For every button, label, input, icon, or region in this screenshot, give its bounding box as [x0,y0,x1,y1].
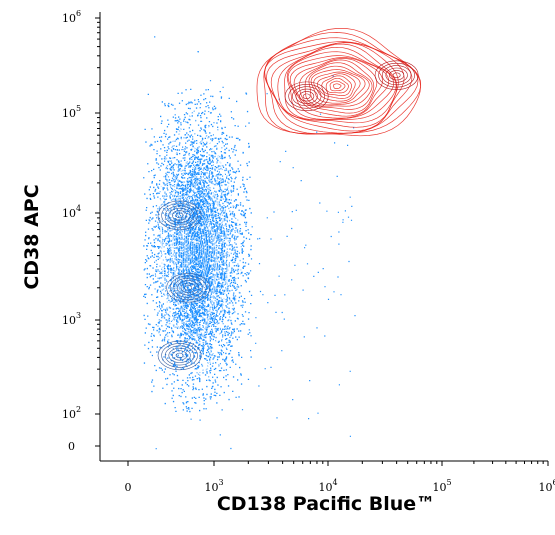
contour-line [256,28,421,137]
mode-contour [381,65,412,86]
mode-contour [177,280,200,296]
mode-contour [168,347,191,363]
y-ticks: 0 102 103 104 105 106 [62,9,100,453]
contour-line [310,69,366,104]
contour-line [186,218,207,282]
contour-line [154,108,242,378]
contour-line [165,146,229,344]
population-dots [143,88,253,413]
contour-line [183,209,212,295]
contour-line [293,58,378,114]
x-tick-label: 106 [538,478,555,494]
contour-line [277,43,398,124]
mode-contour [164,345,195,366]
contour-line [317,73,356,99]
contour-line [270,42,399,128]
mode-contour [157,340,202,371]
contour-line [190,230,204,268]
contour-line [304,62,373,107]
contour-line [188,223,205,275]
x-tick-label: 105 [432,478,451,494]
contour-line [158,119,242,373]
contour-line [329,80,346,92]
mode-contour [299,91,315,102]
population-cd138_positive [256,28,422,137]
contour-line [161,140,232,366]
y-tick-label: 105 [62,104,81,120]
contour-line [184,214,209,289]
contour-line [163,141,230,356]
contour-line [289,57,383,117]
mode-contour [374,60,419,90]
contour-line [325,77,349,94]
mode-contour [172,210,188,221]
mode-contour [173,277,203,298]
contour-line [174,180,218,320]
y-tick-label: 102 [62,405,81,421]
mode-contour [172,350,188,361]
x-tick-label: 104 [318,478,337,494]
x-tick-label: 103 [204,478,223,494]
contour-line [194,243,200,257]
mode-contour [378,62,415,88]
x-tick-label: 0 [125,481,132,494]
data-layer [143,28,422,450]
axes: 0 103 104 105 106 0 102 103 104 105 106 [62,9,555,494]
y-tick-label: 103 [62,311,81,327]
mode-contour [169,275,207,301]
contour-line [299,59,375,110]
mode-contour [288,83,325,109]
contour-line [333,83,342,89]
contour-line [171,166,227,335]
mode-contour [175,352,184,359]
contour-line [263,32,422,135]
mode-contour [291,86,322,107]
mode-contour [166,273,211,303]
contour-line [266,42,405,132]
contour-line [192,237,202,262]
mode-contour [184,285,193,291]
contour-line [171,174,224,333]
mode-contour [157,200,202,231]
y-tick-label: 104 [62,204,81,220]
mode-contour [385,67,408,83]
contour-line [176,185,217,310]
mode-contour [161,203,198,228]
y-axis-title: CD38 APC [21,184,43,289]
x-ticks: 0 103 104 105 106 [125,461,555,494]
mode-contour [295,88,318,104]
contour-line [286,51,395,120]
mode-contour [180,282,196,293]
mode-contour [161,343,198,368]
population-cd138_negative [143,36,356,450]
mode-contour [164,205,195,226]
mode-contour [392,72,401,78]
y-tick-label: 106 [62,9,81,25]
y-tick-label: 0 [68,440,75,453]
mode-contour [284,81,329,111]
contour-line [313,71,361,102]
mode-contour [175,212,184,219]
contour-line [182,201,215,298]
mode-contour [302,93,311,99]
mode-contour [168,207,191,223]
contour-line [173,178,221,328]
contour-line [168,155,229,337]
x-axis-title: CD138 Pacific Blue™ [217,493,435,515]
contour-line [308,65,370,106]
contour-line [284,46,397,121]
mode-contour [389,70,405,81]
